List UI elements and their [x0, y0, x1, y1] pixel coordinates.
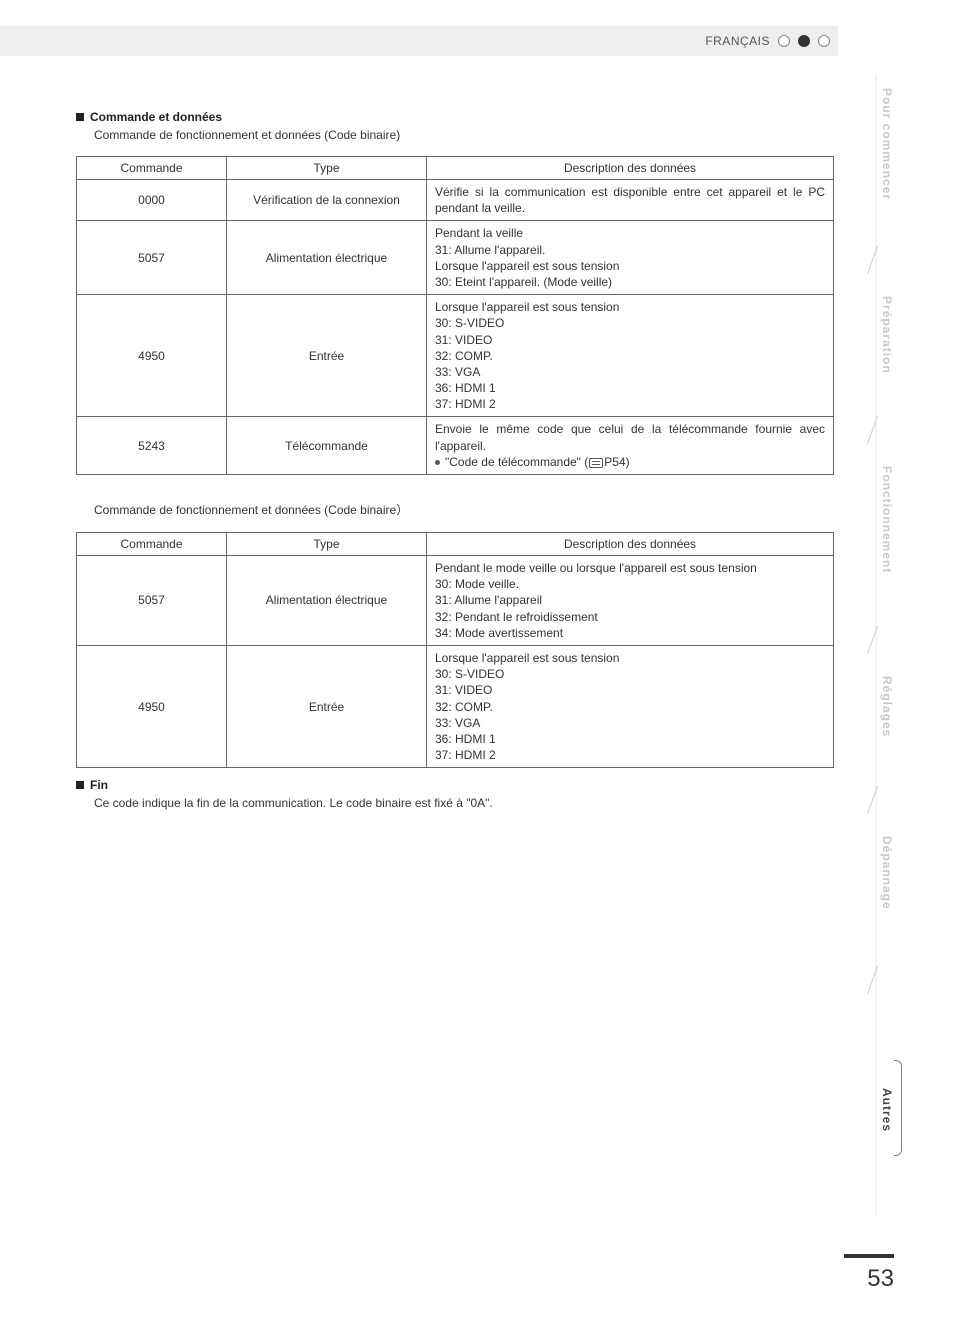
cell-cmd: 5057 — [77, 556, 227, 646]
section-subline-1: Commande de fonctionnement et données (C… — [94, 128, 834, 142]
section-title-text: Commande et données — [90, 110, 222, 124]
section-subline-2: Commande de fonctionnement et données (C… — [94, 501, 834, 518]
sidebar-divider-icon — [872, 966, 880, 994]
sidebar-divider-icon — [872, 416, 880, 444]
section-title-commande: Commande et données — [76, 110, 834, 124]
cell-type: Télécommande — [227, 417, 427, 475]
sidebar-item-reglages[interactable]: Réglages — [858, 676, 894, 737]
table-row: 5057 Alimentation électrique Pendant le … — [77, 556, 834, 646]
table-row: 0000 Vérification de la connexion Vérifi… — [77, 180, 834, 221]
table-row: 4950 Entrée Lorsque l'appareil est sous … — [77, 645, 834, 767]
language-indicator: FRANÇAIS — [705, 26, 838, 56]
cell-cmd: 4950 — [77, 645, 227, 767]
cell-cmd: 0000 — [77, 180, 227, 221]
cell-type: Alimentation électrique — [227, 556, 427, 646]
th-description: Description des données — [427, 533, 834, 556]
cell-cmd: 4950 — [77, 295, 227, 417]
table-row: 4950 Entrée Lorsque l'appareil est sous … — [77, 295, 834, 417]
desc-line: Envoie le même code que celui de la télé… — [435, 421, 825, 453]
cell-cmd: 5057 — [77, 221, 227, 295]
sidebar-item-pour-commencer[interactable]: Pour commencer — [858, 88, 894, 200]
cell-desc: Pendant le mode veille ou lorsque l'appa… — [427, 556, 834, 646]
section-nav-sidebar: Pour commencer Préparation Fonctionnemen… — [858, 76, 894, 1216]
th-commande: Commande — [77, 157, 227, 180]
desc-ref-post: P54) — [604, 455, 629, 469]
cell-desc: Lorsque l'appareil est sous tension 30: … — [427, 645, 834, 767]
page-number-bar — [844, 1254, 894, 1258]
cell-desc: Vérifie si la communication est disponib… — [427, 180, 834, 221]
sidebar-divider-icon — [872, 626, 880, 654]
page-ref-icon — [589, 458, 603, 468]
cell-cmd: 5243 — [77, 417, 227, 475]
table-commande-1: Commande Type Description des données 00… — [76, 156, 834, 475]
sidebar-divider-icon — [872, 246, 880, 274]
th-commande: Commande — [77, 533, 227, 556]
table-header-row: Commande Type Description des données — [77, 533, 834, 556]
page-number: 53 — [867, 1265, 894, 1292]
cell-type: Entrée — [227, 645, 427, 767]
cell-type: Entrée — [227, 295, 427, 417]
page-number-block: 53 — [844, 1251, 894, 1293]
cell-type: Vérification de la connexion — [227, 180, 427, 221]
progress-dot-1 — [778, 35, 790, 47]
sidebar-item-preparation[interactable]: Préparation — [858, 296, 894, 374]
table-header-row: Commande Type Description des données — [77, 157, 834, 180]
square-bullet-icon — [76, 781, 84, 789]
sidebar-item-depannage[interactable]: Dépannage — [858, 836, 894, 910]
desc-ref-pre: "Code de télécommande" ( — [445, 455, 588, 469]
section-title-fin: Fin — [76, 778, 834, 792]
sidebar-divider-icon — [872, 786, 880, 814]
progress-dot-3 — [818, 35, 830, 47]
language-label: FRANÇAIS — [705, 34, 770, 48]
cell-desc: Envoie le même code que celui de la télé… — [427, 417, 834, 475]
th-type: Type — [227, 157, 427, 180]
fin-text: Ce code indique la fin de la communicati… — [94, 796, 834, 810]
square-bullet-icon — [76, 113, 84, 121]
cell-desc: Pendant la veille 31: Allume l'appareil.… — [427, 221, 834, 295]
table-commande-2: Commande Type Description des données 50… — [76, 532, 834, 768]
th-type: Type — [227, 533, 427, 556]
sidebar-item-fonctionnement[interactable]: Fonctionnement — [858, 466, 894, 573]
desc-ref-line: "Code de télécommande" ( P54) — [435, 454, 825, 470]
cell-type: Alimentation électrique — [227, 221, 427, 295]
progress-dot-2 — [798, 35, 810, 47]
table-row: 5243 Télécommande Envoie le même code qu… — [77, 417, 834, 475]
sidebar-item-autres[interactable]: Autres — [858, 1088, 894, 1132]
sidebar-active-bracket — [894, 1060, 902, 1156]
table-row: 5057 Alimentation électrique Pendant la … — [77, 221, 834, 295]
th-description: Description des données — [427, 157, 834, 180]
cell-desc: Lorsque l'appareil est sous tension 30: … — [427, 295, 834, 417]
bullet-icon — [435, 460, 440, 465]
section-title-text: Fin — [90, 778, 108, 792]
